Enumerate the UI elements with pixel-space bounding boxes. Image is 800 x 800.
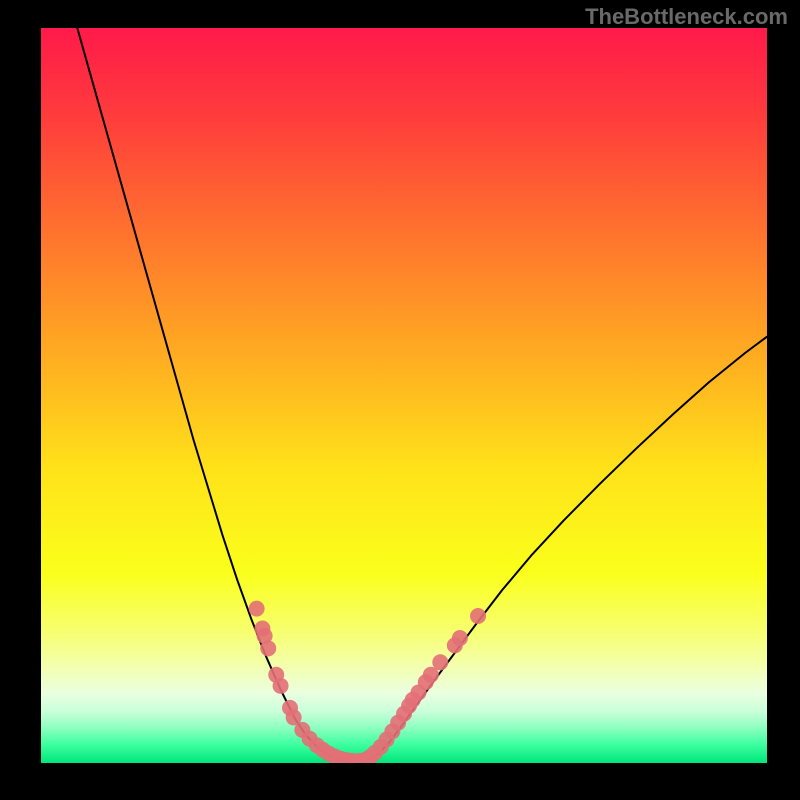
watermark-text: TheBottleneck.com [585, 4, 788, 30]
plot-area [41, 28, 767, 763]
scatter-point [452, 630, 468, 646]
scatter-point [273, 678, 289, 694]
scatter-point [260, 640, 276, 656]
gradient-background [41, 28, 767, 763]
scatter-point [249, 601, 265, 617]
chart-frame: TheBottleneck.com [0, 0, 800, 800]
scatter-point [470, 608, 486, 624]
chart-svg [41, 28, 767, 763]
scatter-point [432, 654, 448, 670]
